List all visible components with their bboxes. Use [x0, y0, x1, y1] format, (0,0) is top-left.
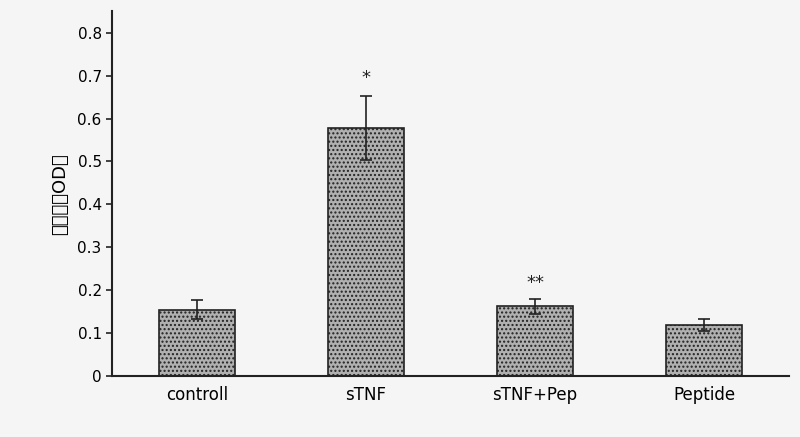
- Y-axis label: 呼吸爆发OD値: 呼吸爆发OD値: [51, 153, 69, 235]
- Text: *: *: [362, 69, 370, 87]
- Bar: [497, 306, 573, 376]
- Text: **: **: [526, 274, 544, 292]
- Bar: [158, 310, 234, 376]
- Bar: [328, 128, 404, 376]
- Bar: [666, 325, 742, 376]
